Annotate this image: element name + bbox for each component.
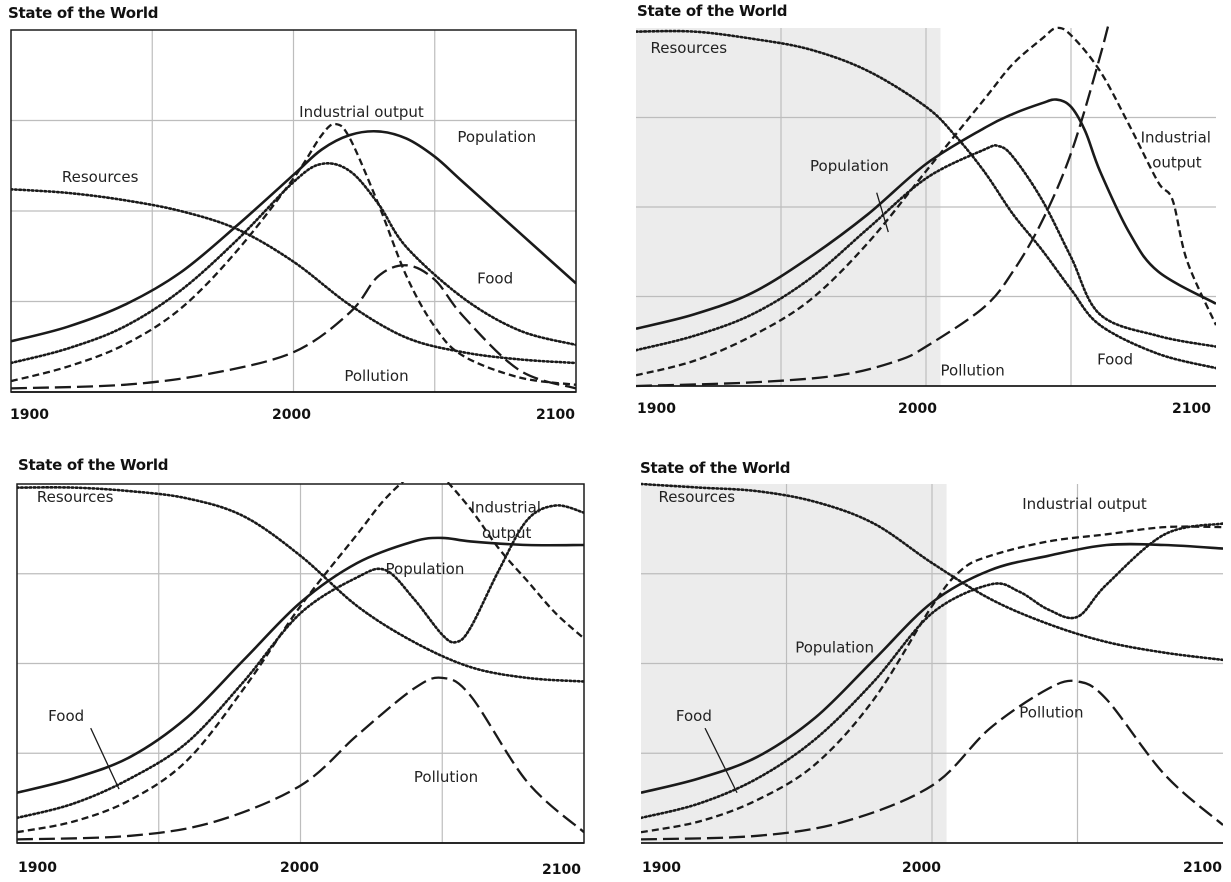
panel-4-title: State of the World bbox=[640, 459, 791, 477]
chart-1-series-group bbox=[11, 122, 576, 390]
chart-2-label-population: Population bbox=[810, 157, 889, 175]
panel-3-tick-2000: 2000 bbox=[280, 860, 319, 876]
chart-2-label-output: output bbox=[1152, 154, 1202, 172]
chart-3-series-pollution bbox=[17, 676, 584, 841]
chart-2-pointer-arrow bbox=[876, 192, 889, 233]
chart-1-label-food: Food bbox=[477, 269, 513, 287]
chart-3-label-industrial: Industrial bbox=[471, 499, 541, 517]
chart-4-series-group bbox=[641, 482, 1223, 841]
chart-3-label-pollution: Pollution bbox=[414, 768, 478, 786]
chart-1-series-food bbox=[11, 162, 576, 365]
panel-2-title: State of the World bbox=[637, 2, 788, 20]
chart-1-label-industrial-output: Industrial output bbox=[299, 103, 424, 121]
chart-4-label-resources: Resources bbox=[658, 488, 735, 506]
panel-3-tick-2100: 2100 bbox=[542, 862, 581, 878]
panel-3-title: State of the World bbox=[18, 456, 169, 474]
panel-4-tick-2000: 2000 bbox=[902, 860, 941, 876]
chart-3-label-resources: Resources bbox=[37, 488, 114, 506]
chart-2-series-group bbox=[636, 26, 1216, 388]
chart-2-label-industrial: Industrial bbox=[1141, 129, 1211, 147]
chart-3-label-population: Population bbox=[386, 560, 465, 578]
panel-1-tick-1900: 1900 bbox=[10, 407, 49, 423]
chart-4-series-industrial-output bbox=[641, 525, 1223, 834]
panel-3-tick-1900: 1900 bbox=[18, 860, 57, 876]
chart-3-series-population bbox=[17, 536, 584, 794]
chart-1-label-pollution: Pollution bbox=[344, 367, 408, 385]
chart-4-group: Resources Industrial output Population Food… bbox=[641, 482, 1223, 844]
chart-4-pointer-arrow bbox=[704, 727, 738, 794]
panel-2-tick-2100: 2100 bbox=[1172, 401, 1211, 417]
panel-2-tick-1900: 1900 bbox=[637, 401, 676, 417]
chart-2-group: Resources Industrial output Population Pollu… bbox=[636, 26, 1216, 388]
chart-2-label-pollution: Pollution bbox=[941, 361, 1005, 379]
chart-1-series-population bbox=[11, 129, 576, 343]
chart-2-label-resources: Resources bbox=[651, 39, 728, 57]
chart-4-series-pollution bbox=[641, 679, 1223, 841]
chart-4-label-industrial-output: Industrial output bbox=[1022, 495, 1147, 513]
chart-2-series-resources bbox=[636, 29, 1216, 370]
chart-1-series-industrial-output bbox=[11, 122, 576, 386]
chart-4-series-food bbox=[641, 522, 1223, 820]
chart-1-label-resources: Resources bbox=[62, 168, 139, 186]
chart-4-series-resources bbox=[641, 482, 1223, 662]
chart-4-label-pollution: Pollution bbox=[1019, 703, 1083, 721]
chart-3-series-group bbox=[17, 482, 584, 841]
chart-3-series-food bbox=[17, 504, 584, 820]
chart-3-group: Resources Industrial output Population Food P… bbox=[16, 482, 585, 844]
chart-1-series-resources bbox=[11, 188, 576, 365]
chart-3-label-food: Food bbox=[48, 707, 84, 725]
panel-2-tick-2000: 2000 bbox=[898, 401, 937, 417]
chart-3-label-output: output bbox=[482, 524, 532, 542]
chart-2-series-food bbox=[636, 143, 1216, 352]
panel-1-tick-2100: 2100 bbox=[536, 407, 575, 423]
chart-2-series-industrial-output bbox=[636, 26, 1216, 377]
panel-1-title: State of the World bbox=[8, 4, 159, 22]
chart-3-series-resources bbox=[17, 486, 584, 683]
panel-4-tick-2100: 2100 bbox=[1183, 860, 1222, 876]
chart-3-pointer-arrow bbox=[90, 727, 120, 790]
chart-4-series-population bbox=[641, 542, 1223, 794]
chart-4-label-population: Population bbox=[795, 639, 874, 657]
chart-1-label-population: Population bbox=[457, 128, 536, 146]
chart-3-series-industrial-output bbox=[17, 482, 584, 834]
panel-4-tick-1900: 1900 bbox=[642, 860, 681, 876]
chart-1-series-pollution bbox=[11, 264, 576, 390]
chart-2-label-food: Food bbox=[1097, 351, 1133, 369]
panel-1-tick-2000: 2000 bbox=[272, 407, 311, 423]
chart-1-group: Industrial output Population Resources Food… bbox=[10, 29, 577, 393]
chart-4-label-food: Food bbox=[676, 707, 712, 725]
chart-2-series-pollution bbox=[636, 26, 1110, 388]
chart-2-series-population bbox=[636, 98, 1216, 330]
